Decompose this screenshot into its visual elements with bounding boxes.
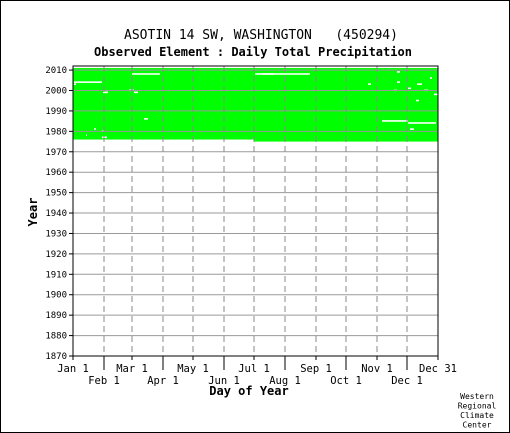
missing-segment xyxy=(144,118,148,120)
missing-segment xyxy=(368,83,371,85)
y-tick-label: 1970 xyxy=(45,148,67,158)
x-tick-label: Dec 1 xyxy=(391,375,423,387)
y-tick-label: 1990 xyxy=(45,107,67,117)
missing-segment xyxy=(430,77,432,79)
missing-segment xyxy=(262,73,274,75)
x-tick-label: Feb 1 xyxy=(88,375,120,387)
missing-segment xyxy=(416,99,419,102)
chart-subtitle: Observed Element : Daily Total Precipita… xyxy=(94,45,412,59)
x-tick-label: Jun 1 xyxy=(208,375,240,387)
x-tick-label: Sep 1 xyxy=(300,363,332,375)
missing-segment xyxy=(382,120,408,122)
plot-border xyxy=(72,65,439,357)
x-tick-label: Aug 1 xyxy=(269,375,301,387)
credit-line: Climate xyxy=(460,411,494,420)
y-tick-label: 1910 xyxy=(45,270,67,280)
credit-line: Regional xyxy=(458,402,497,411)
missing-segment xyxy=(74,81,102,83)
y-tick-label: 1960 xyxy=(45,168,67,178)
y-tick-label: 1880 xyxy=(45,332,67,342)
x-tick-labels: Jan 1 Mar 1 May 1 Jul 1 Sep 1 Nov 1 Dec 31 Feb … xyxy=(57,363,457,387)
y-tick-label: 1900 xyxy=(45,291,67,301)
missing-segment xyxy=(397,71,400,73)
x-tick-label: Oct 1 xyxy=(330,375,362,387)
missing-segment xyxy=(417,83,422,85)
x-tick-label: Dec 31 xyxy=(419,363,457,375)
missing-segment xyxy=(408,87,411,90)
y-tick-label: 1890 xyxy=(45,311,67,321)
y-tick-label: 1940 xyxy=(45,209,67,219)
x-tick-label: Jul 1 xyxy=(238,363,270,375)
credit-line: Center xyxy=(463,421,492,430)
missing-segment xyxy=(434,93,438,96)
plot-area xyxy=(69,65,439,370)
y-tick-label: 2000 xyxy=(45,87,67,97)
missing-segment xyxy=(74,83,76,85)
y-axis-label: Year xyxy=(26,198,40,227)
x-axis-label: Day of Year xyxy=(209,384,288,398)
missing-segment xyxy=(94,128,96,130)
missing-segment xyxy=(134,91,138,94)
missing-segment xyxy=(397,81,400,83)
x-tick-label: Apr 1 xyxy=(147,375,179,387)
missing-segment xyxy=(255,73,310,75)
x-tick-label: Jan 1 xyxy=(57,363,89,375)
missing-segment xyxy=(103,91,108,94)
chart-title: ASOTIN 14 SW, WASHINGTON (450294) xyxy=(124,28,398,43)
x-tick-label: Nov 1 xyxy=(361,363,393,375)
y-tick-labels: 1870 1880 1890 1900 1910 1920 1930 1940 1950 1960… xyxy=(45,66,67,362)
y-tick-label: 1920 xyxy=(45,250,67,260)
missing-segment xyxy=(132,73,160,75)
y-tick-label: 1870 xyxy=(45,352,67,362)
missing-segment xyxy=(410,128,414,130)
y-tick-label: 1980 xyxy=(45,127,67,137)
x-tick-label: May 1 xyxy=(177,363,209,375)
y-tick-label: 1930 xyxy=(45,229,67,239)
credit-line: Western xyxy=(460,392,494,401)
y-tick-label: 1950 xyxy=(45,189,67,199)
x-tick-label: Mar 1 xyxy=(116,363,148,375)
missing-segment xyxy=(86,134,87,137)
y-tick-label: 2010 xyxy=(45,66,67,76)
missing-segment xyxy=(408,122,436,124)
